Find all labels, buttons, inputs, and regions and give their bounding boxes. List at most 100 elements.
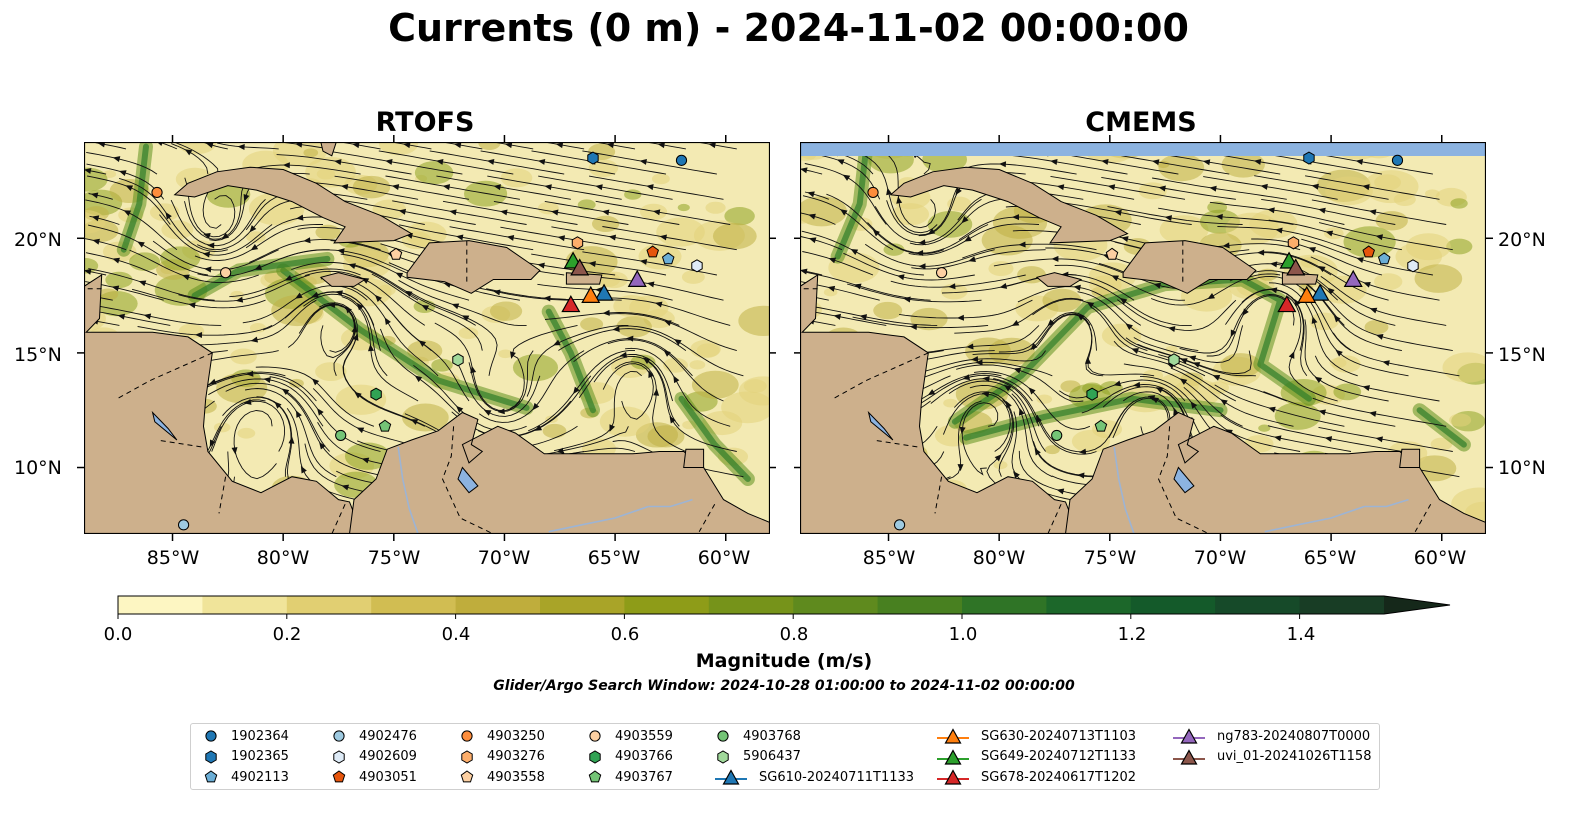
glider-SG610-20240711T1133-marker	[1310, 283, 1330, 301]
lon-label-60w-left: 60°W	[697, 547, 751, 569]
lon-label-85w-right: 85°W	[862, 547, 916, 569]
colorbar-bin-7	[708, 596, 794, 614]
colorbar-bin-6	[624, 596, 710, 614]
float-4903051-marker	[646, 245, 660, 258]
legend-item-SG630-20240713T1103: SG630-20240713T1103	[935, 726, 1136, 746]
colorbar-bin-12	[1130, 596, 1216, 614]
colorbar-bin-14	[1299, 596, 1385, 614]
glider-uvi_01-20241026T1158-marker	[570, 258, 590, 276]
colorbar-tick-0-4: 0.4	[441, 624, 471, 645]
lat-label-10n-right: 10°N	[1498, 457, 1546, 479]
legend-item-label: 4903276	[487, 749, 545, 764]
legend-item-4903051: 4903051	[329, 767, 417, 787]
float-5906437-marker	[1168, 353, 1180, 367]
lat-label-20n-right: 20°N	[1498, 229, 1546, 251]
legend-item-label: 1902365	[231, 749, 289, 764]
lon-label-80w-left: 80°W	[256, 547, 310, 569]
legend-marker-icon	[717, 749, 729, 764]
float-4903559-marker	[936, 267, 948, 279]
float-1902364-marker	[1391, 154, 1404, 166]
lon-label-80w-right: 80°W	[972, 547, 1026, 569]
colorbar-tick-1-0: 1.0	[948, 624, 978, 645]
legend-item-4903768: 4903768	[713, 726, 801, 746]
float-4902113-marker	[1377, 252, 1391, 265]
search-window-text: Glider/Argo Search Window: 2024-10-28 01…	[493, 678, 1075, 694]
float-5906437-marker	[452, 353, 464, 367]
lon-label-75w-right: 75°W	[1083, 547, 1137, 569]
lon-label-65w-right: 65°W	[1303, 547, 1357, 569]
lon-label-65w-left: 65°W	[587, 547, 641, 569]
glider-SG678-20240617T1202-marker	[1277, 295, 1297, 313]
legend-item-label: ng783-20240807T0000	[1217, 728, 1371, 744]
legend-item-5906437: 5906437	[713, 747, 801, 767]
legend-item-label: 4903250	[487, 728, 545, 744]
float-4902476-marker	[177, 519, 190, 531]
legend-item-4903766: 4903766	[585, 747, 673, 767]
glider-SG610-20240711T1133-marker	[594, 283, 614, 301]
legend-item-label: SG678-20240617T1202	[981, 769, 1137, 785]
main-title: Currents (0 m) - 2024-11-02 00:00:00	[388, 6, 1189, 50]
colorbar-bin-13	[1215, 596, 1301, 614]
lon-label-60w-right: 60°W	[1413, 547, 1467, 569]
legend-item-label: 4903559	[615, 728, 673, 744]
legend-marker-icon	[715, 769, 747, 785]
float-4903766-marker	[1086, 387, 1098, 401]
float-4903767-marker	[378, 419, 392, 432]
float-4903767-marker	[1094, 419, 1108, 432]
glider-SG630-20240713T1103-marker	[581, 285, 601, 303]
lat-label-15n-right: 15°N	[1498, 344, 1546, 366]
legend-marker-icon	[589, 749, 601, 764]
legend-item-4903558: 4903558	[457, 767, 545, 787]
legend-marker-icon	[333, 730, 345, 742]
float-4903250-marker	[151, 186, 163, 199]
colorbar-bin-4	[455, 596, 541, 614]
map-rtofs	[84, 142, 770, 534]
axis-ticks	[77, 135, 1493, 541]
legend-marker-icon	[937, 748, 969, 765]
panel-title-rtofs: RTOFS	[375, 107, 475, 138]
legend-item-label: uvi_01-20241026T1158	[1217, 749, 1372, 764]
legend-item-label: 4903766	[615, 749, 673, 764]
legend-marker-icon	[1173, 728, 1205, 744]
float-4903768-marker	[1051, 429, 1063, 442]
legend-item-uvi_01-20241026T1158: uvi_01-20241026T1158	[1171, 747, 1371, 767]
float-4902476-marker	[893, 519, 906, 531]
legend-marker-icon	[205, 749, 217, 764]
float-4903276-marker	[1287, 236, 1300, 250]
colorbar-tick-0-6: 0.6	[610, 624, 640, 645]
colorbar	[117, 595, 1451, 619]
legend-item-label: 4902113	[231, 769, 289, 785]
glider-uvi_01-20241026T1158-marker	[1286, 258, 1306, 276]
legend-item-label: 4902476	[359, 728, 417, 744]
legend-item-4903276: 4903276	[457, 747, 545, 767]
colorbar-bin-10	[962, 596, 1047, 614]
legend-item-label: 4902609	[359, 749, 417, 764]
legend-marker-icon	[333, 749, 345, 764]
legend-marker-icon	[937, 769, 969, 785]
legend-item-label: SG630-20240713T1103	[981, 728, 1137, 744]
map-cmems	[800, 142, 1486, 534]
lon-label-70w-right: 70°W	[1193, 547, 1247, 569]
float-4902113-marker	[661, 252, 675, 265]
float-1902364-marker	[675, 154, 688, 166]
lon-label-75w-left: 75°W	[367, 547, 421, 569]
float-4903051-marker	[1362, 245, 1376, 258]
legend-item-4903250: 4903250	[457, 726, 545, 746]
float-4902609-marker	[691, 259, 703, 273]
legend-item-label: SG649-20240712T1133	[981, 749, 1137, 764]
legend-item-label: 4903767	[615, 769, 673, 785]
legend: 1902364 1902365 4902113 4902476 4902609 49030…	[190, 723, 1380, 790]
colorbar-bin-11	[1046, 596, 1132, 614]
float-4903276-marker	[571, 236, 584, 250]
float-1902365-marker	[1303, 151, 1315, 165]
legend-marker-icon	[205, 730, 217, 742]
legend-item-4902476: 4902476	[329, 726, 417, 746]
float-4903250-marker	[867, 186, 879, 199]
legend-marker-icon	[717, 730, 729, 742]
legend-item-ng783-20240807T0000: ng783-20240807T0000	[1171, 726, 1370, 746]
colorbar-extend-arrow	[1384, 596, 1450, 614]
lon-label-70w-left: 70°W	[477, 547, 531, 569]
glider-SG630-20240713T1103-marker	[1297, 285, 1317, 303]
legend-marker-icon	[589, 730, 601, 742]
lat-label-20n-left: 20°N	[14, 229, 62, 251]
